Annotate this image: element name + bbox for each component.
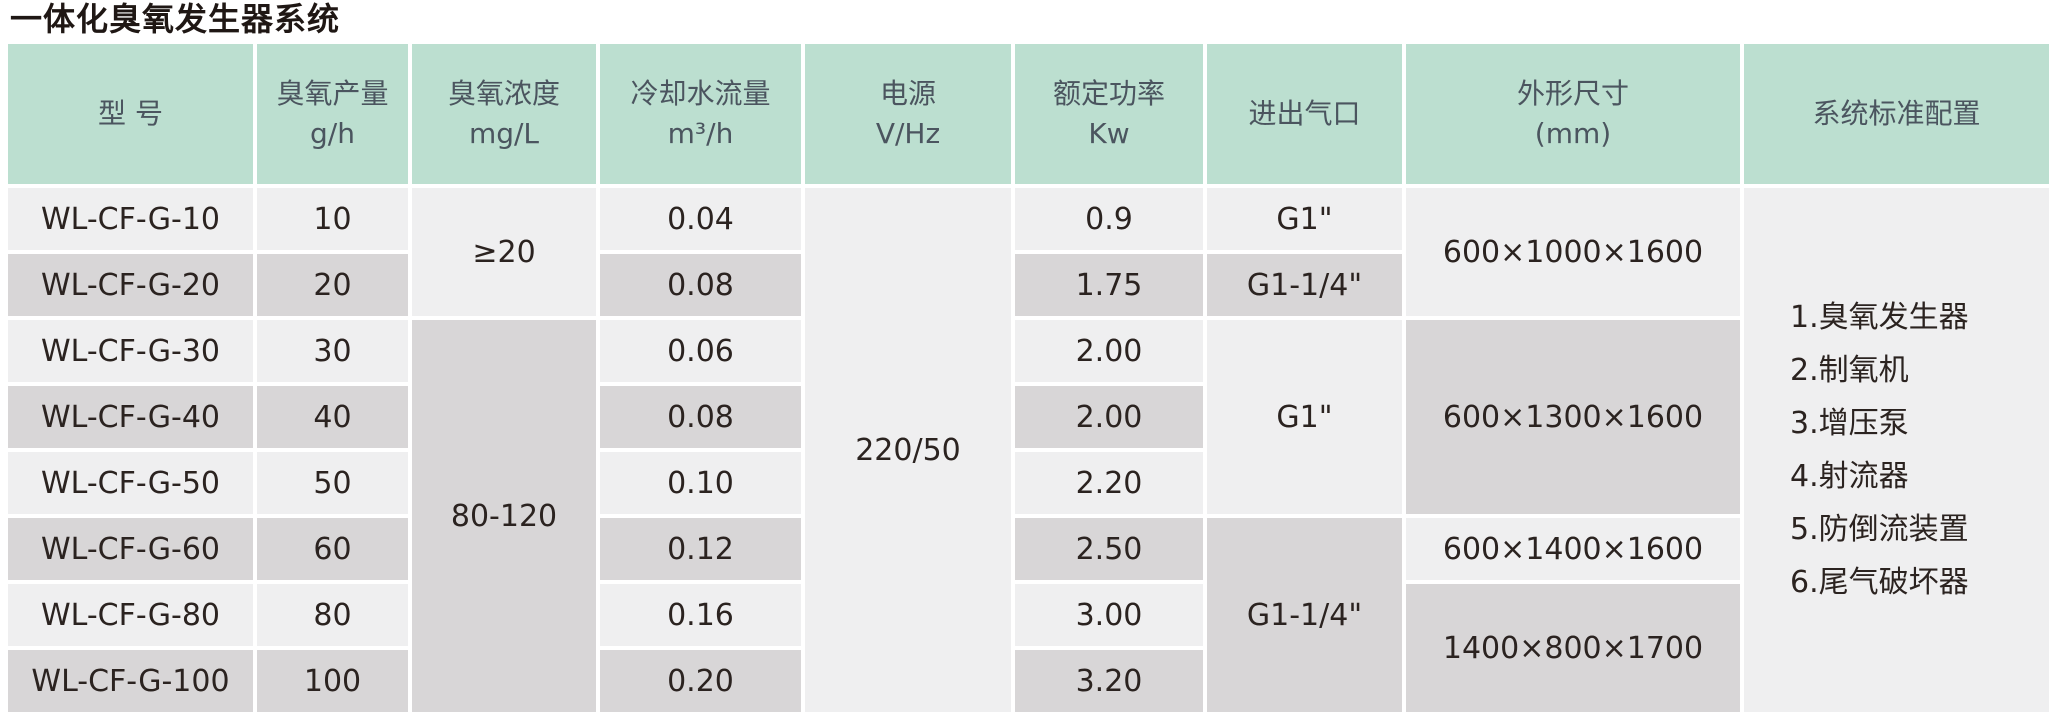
cell-cooling-flow: 0.06	[600, 320, 801, 382]
cell-dimensions-merged: 600×1000×1600	[1406, 188, 1740, 316]
col-header-label: 进出气口	[1248, 97, 1361, 130]
cell-rated-power: 1.75	[1015, 254, 1203, 316]
cell-cooling-flow: 0.08	[600, 386, 801, 448]
cell-air-port-merged: G1"	[1207, 320, 1402, 514]
page-title: 一体化臭氧发生器系统	[10, 0, 341, 38]
ozone-generator-spec-table: 型 号 臭氧产量 g/h 臭氧浓度 mg/L 冷却水流量 m³/h 电源	[4, 40, 2053, 716]
table-row: WL-CF-G-40 40 0.08 2.00	[8, 386, 2049, 448]
config-item: 2.制氧机	[1790, 353, 1909, 388]
cell-ozone-concentration-merged: 80-120	[412, 320, 596, 712]
cell-ozone-output: 50	[257, 452, 408, 514]
table-row: WL-CF-G-60 60 0.12 2.50 G1-1/4" 600×1400…	[8, 518, 2049, 712]
col-header-unit: mg/L	[468, 117, 540, 150]
cell-model: WL-CF-G-100	[8, 650, 253, 712]
cell-air-port: G1"	[1207, 188, 1402, 250]
col-header-label: 外形尺寸	[1516, 77, 1629, 110]
col-header-unit: g/h	[310, 117, 355, 150]
col-header-label: 型 号	[98, 97, 163, 130]
config-item: 3.增压泵	[1790, 406, 1909, 441]
cell-ozone-output: 20	[257, 254, 408, 316]
cell-model: WL-CF-G-60	[8, 518, 253, 580]
cell-dimensions-merged: 600×1300×1600	[1406, 320, 1740, 514]
cell-dimensions: 600×1400×1600	[1406, 518, 1740, 580]
col-header-cooling-flow: 冷却水流量 m³/h	[600, 44, 801, 184]
cell-rated-power: 2.50	[1015, 518, 1203, 580]
cell-cooling-flow: 0.16	[600, 584, 801, 646]
config-item: 4.射流器	[1790, 459, 1909, 494]
cell-cooling-flow: 0.08	[600, 254, 801, 316]
cell-air-port-merged: G1-1/4"	[1207, 518, 1402, 712]
col-header-unit: V/Hz	[875, 117, 941, 150]
col-header-label: 臭氧产量	[276, 77, 389, 110]
col-header-system-config: 系统标准配置	[1744, 44, 2049, 184]
cell-power-supply-merged: 220/50	[805, 188, 1011, 712]
cell-ozone-output: 60	[257, 518, 408, 580]
cell-model: WL-CF-G-50	[8, 452, 253, 514]
cell-air-port: G1-1/4"	[1207, 254, 1402, 316]
table-row: WL-CF-G-50 50 0.10 2.20	[8, 452, 2049, 514]
cell-model: WL-CF-G-80	[8, 584, 253, 646]
table-row: WL-CF-G-20 20 0.08 1.75 G1-1/4"	[8, 254, 2049, 316]
cell-model: WL-CF-G-10	[8, 188, 253, 250]
config-list: 1.臭氧发生器 2.制氧机 3.增压泵 4.射流器 5.防倒流装置 6.尾气破坏…	[1744, 291, 2049, 609]
cell-cooling-flow: 0.04	[600, 188, 801, 250]
cell-ozone-concentration-merged: ≥20	[412, 188, 596, 316]
cell-ozone-output: 40	[257, 386, 408, 448]
table-row: WL-CF-G-80 80 0.16 3.00 1400×800×1700	[8, 584, 2049, 712]
col-header-label: 电源	[879, 77, 936, 110]
cell-cooling-flow: 0.20	[600, 650, 801, 712]
cell-model: WL-CF-G-30	[8, 320, 253, 382]
table-row: WL-CF-G-30 30 80-120 0.06 2.00 G1" 600×1…	[8, 320, 2049, 712]
cell-model: WL-CF-G-40	[8, 386, 253, 448]
table-row: WL-CF-G-100 100 0.20 3.20	[8, 650, 2049, 712]
cell-ozone-output: 100	[257, 650, 408, 712]
cell-rated-power: 3.20	[1015, 650, 1203, 712]
cell-cooling-flow: 0.10	[600, 452, 801, 514]
cell-dimensions-merged: 1400×800×1700	[1406, 584, 1740, 712]
cell-model: WL-CF-G-20	[8, 254, 253, 316]
col-header-label: 冷却水流量	[630, 77, 771, 110]
col-header-air-port: 进出气口	[1207, 44, 1402, 184]
table-row: WL-CF-G-10 10 ≥20 0.04 220/50 0.9 G1" 60…	[8, 188, 2049, 712]
cell-cooling-flow: 0.12	[600, 518, 801, 580]
col-header-ozone-concentration: 臭氧浓度 mg/L	[412, 44, 596, 184]
config-item: 5.防倒流装置	[1790, 512, 1969, 547]
cell-rated-power: 2.00	[1015, 386, 1203, 448]
col-header-label: 系统标准配置	[1812, 97, 1981, 130]
header-row: 型 号 臭氧产量 g/h 臭氧浓度 mg/L 冷却水流量 m³/h 电源	[8, 44, 2049, 184]
col-header-label: 臭氧浓度	[447, 77, 560, 110]
col-header-unit: (mm)	[1534, 117, 1612, 150]
col-header-unit: Kw	[1088, 117, 1130, 150]
cell-rated-power: 3.00	[1015, 584, 1203, 646]
col-header-rated-power: 额定功率 Kw	[1015, 44, 1203, 184]
col-header-unit: m³/h	[667, 117, 734, 150]
col-header-model: 型 号	[8, 44, 253, 184]
cell-ozone-output: 10	[257, 188, 408, 250]
cell-system-config-merged: 1.臭氧发生器 2.制氧机 3.增压泵 4.射流器 5.防倒流装置 6.尾气破坏…	[1744, 188, 2049, 712]
config-item: 6.尾气破坏器	[1790, 565, 1969, 600]
cell-rated-power: 0.9	[1015, 188, 1203, 250]
config-item: 1.臭氧发生器	[1790, 300, 1969, 335]
cell-ozone-output: 30	[257, 320, 408, 382]
col-header-dimensions: 外形尺寸 (mm)	[1406, 44, 1740, 184]
col-header-power-supply: 电源 V/Hz	[805, 44, 1011, 184]
cell-rated-power: 2.00	[1015, 320, 1203, 382]
cell-ozone-output: 80	[257, 584, 408, 646]
cell-rated-power: 2.20	[1015, 452, 1203, 514]
col-header-ozone-output: 臭氧产量 g/h	[257, 44, 408, 184]
col-header-label: 额定功率	[1052, 77, 1165, 110]
